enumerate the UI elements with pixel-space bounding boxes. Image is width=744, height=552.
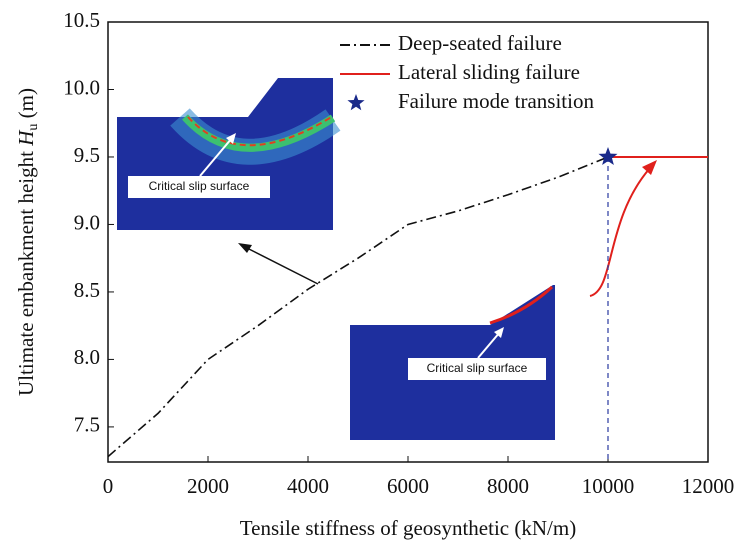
y-tick-label: 10.0 — [63, 75, 100, 99]
arrow-head — [642, 160, 657, 175]
x-axis-label: Tensile stiffness of geosynthetic (kN/m) — [240, 516, 576, 540]
inset-deep — [117, 78, 341, 230]
annotation: Critical slip surface — [149, 179, 250, 193]
y-tick-label: 8.0 — [74, 345, 100, 369]
legend-label: Lateral sliding failure — [398, 60, 580, 84]
annotation: Critical slip surface — [427, 361, 528, 375]
legend-label: Deep-seated failure — [398, 31, 562, 55]
y-tick-label: 9.5 — [74, 143, 100, 167]
x-tick-label: 6000 — [387, 474, 429, 498]
arrow — [244, 246, 319, 285]
y-tick-label: 8.5 — [74, 278, 100, 302]
legend-marker — [347, 94, 365, 111]
y-tick-label: 9.0 — [74, 210, 100, 234]
x-tick-label: 12000 — [682, 474, 735, 498]
arrow — [589, 167, 651, 297]
x-tick-label: 10000 — [582, 474, 635, 498]
y-axis-label: Ultimate embankment height Hu (m) — [14, 88, 41, 396]
arrow-head — [238, 243, 252, 253]
x-tick-label: 0 — [103, 474, 114, 498]
inset-lateral — [350, 285, 555, 440]
x-tick-label: 2000 — [187, 474, 229, 498]
legend-label: Failure mode transition — [398, 89, 594, 113]
x-tick-label: 8000 — [487, 474, 529, 498]
x-tick-label: 4000 — [287, 474, 329, 498]
marker — [598, 146, 618, 166]
line — [107, 156, 609, 458]
y-tick-label: 7.5 — [74, 413, 100, 437]
y-tick-label: 10.5 — [63, 8, 100, 32]
